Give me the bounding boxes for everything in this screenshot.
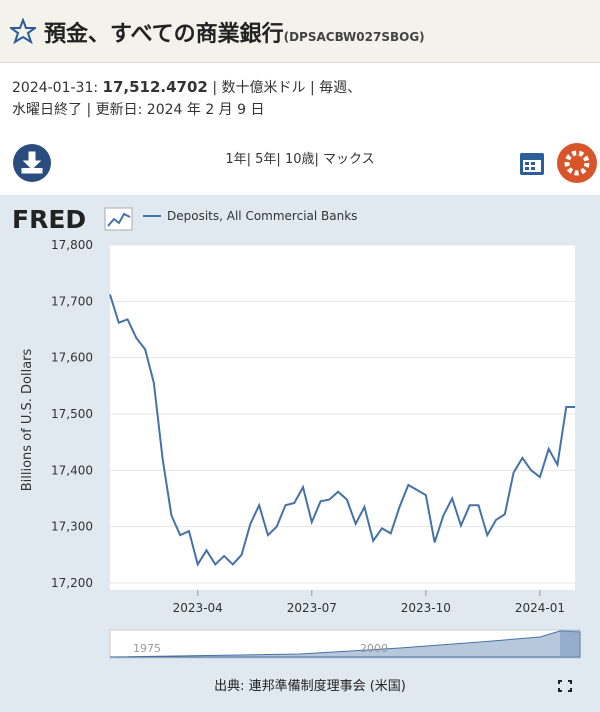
navigator-label: 2000 [360, 642, 388, 655]
x-tick-label: 2023-04 [173, 601, 223, 615]
x-tick-label: 2024-01 [515, 601, 565, 615]
y-tick-label: 17,400 [51, 463, 93, 477]
x-tick-label: 2023-07 [287, 601, 337, 615]
y-tick-label: 17,300 [51, 520, 93, 534]
y-tick-label: 17,600 [51, 351, 93, 365]
series-line [109, 294, 575, 567]
series-id: (DPSACBW027SBOG) [283, 30, 425, 44]
info-units: | 数十億米ドル | 毎週、 [212, 80, 362, 96]
y-axis-label: Billions of U.S. Dollars [20, 348, 35, 491]
plot-bg [110, 245, 575, 590]
download-button[interactable] [12, 143, 52, 183]
info-updated: 水曜日終了 | 更新日: 2024 年 2 月 9 日 [12, 102, 265, 118]
navigator-selection[interactable] [560, 630, 580, 658]
range-links[interactable]: 1年| 5年| 10歳| マックス [225, 152, 375, 167]
header: 預金、すべての商業銀行(DPSACBW027SBOG) [0, 0, 600, 63]
fred-logo: FRED [12, 205, 86, 234]
logo-line [107, 212, 131, 227]
x-tick-label: 2023-10 [401, 601, 451, 615]
title-text: 預金、すべての商業銀行 [44, 22, 284, 47]
y-tick-label: 17,700 [51, 294, 93, 308]
info-date: 2024-01-31: [12, 80, 99, 96]
legend-label: Deposits, All Commercial Banks [167, 209, 357, 223]
star-icon[interactable] [10, 18, 36, 44]
navigator-label: 1975 [133, 642, 161, 655]
y-tick-label: 17,200 [51, 576, 93, 590]
logo-icon [104, 207, 133, 231]
info: 2024-01-31: 17,512.4702 | 数十億米ドル | 毎週、 水… [12, 76, 361, 121]
calendar-button[interactable] [518, 148, 546, 178]
title: 預金、すべての商業銀行(DPSACBW027SBOG) [44, 16, 425, 48]
settings-button[interactable] [556, 142, 598, 184]
fullscreen-button[interactable] [558, 680, 572, 692]
y-tick-label: 17,800 [51, 238, 93, 252]
source-footer: 出典: 連邦準備制度理事会 (米国) [214, 678, 406, 694]
info-value: 17,512.4702 [102, 78, 208, 96]
y-tick-label: 17,500 [51, 407, 93, 421]
